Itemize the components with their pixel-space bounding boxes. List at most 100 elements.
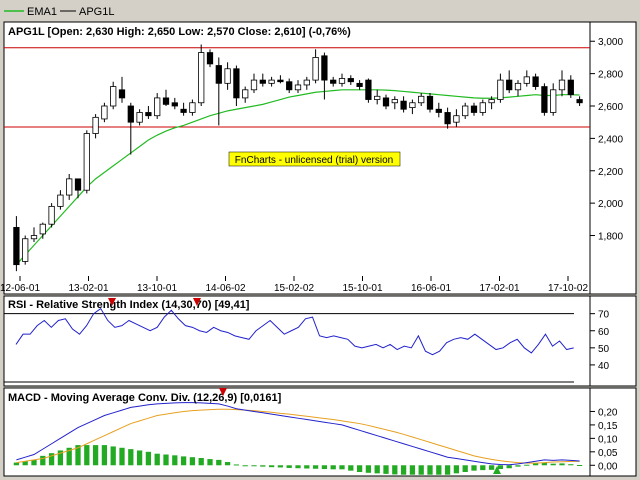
candle-body bbox=[453, 115, 460, 123]
candle-body bbox=[154, 97, 161, 117]
candle bbox=[233, 65, 240, 106]
candle bbox=[523, 70, 530, 87]
macd-histogram-bar bbox=[251, 465, 257, 467]
price-header: APG1L [Open: 2,630 High: 2,650 Low: 2,57… bbox=[8, 26, 351, 38]
date-x-tick-label: 15-02-02 bbox=[274, 283, 314, 294]
candle bbox=[567, 75, 574, 98]
candle-body bbox=[567, 79, 574, 96]
candle bbox=[321, 52, 328, 100]
macd-signal-line bbox=[16, 408, 580, 464]
macd-histogram-bar bbox=[436, 465, 442, 475]
candle bbox=[470, 102, 478, 116]
trial-watermark: FnCharts - unlicensed (trial) version bbox=[235, 155, 393, 166]
rsi-y-tick-label: 50 bbox=[598, 344, 610, 355]
candle bbox=[418, 93, 425, 106]
candle bbox=[550, 83, 557, 116]
macd-histogram-bar bbox=[374, 465, 380, 474]
macd-histogram-bar bbox=[524, 464, 530, 466]
macd-histogram-bar bbox=[189, 457, 196, 466]
candle bbox=[312, 49, 319, 84]
candle bbox=[286, 78, 293, 94]
rsi-series-line bbox=[15, 307, 574, 356]
candle bbox=[259, 73, 266, 87]
macd-histogram-bar bbox=[471, 465, 477, 471]
candle-body bbox=[171, 102, 178, 107]
candle bbox=[136, 109, 143, 126]
candle-body bbox=[66, 178, 73, 196]
candle-body bbox=[470, 105, 478, 113]
candle bbox=[497, 73, 504, 103]
macd-histogram-bar bbox=[242, 465, 248, 467]
macd-line bbox=[16, 402, 580, 466]
candle-body bbox=[22, 238, 29, 262]
macd-histogram-bar bbox=[365, 465, 372, 473]
price-reference-lines bbox=[4, 47, 590, 128]
candle-body bbox=[303, 79, 310, 86]
candle bbox=[154, 93, 161, 119]
candle-body bbox=[110, 86, 117, 107]
macd-histogram bbox=[13, 445, 583, 475]
trial-watermark-box bbox=[228, 151, 401, 167]
rsi-header: RSI - Relative Strength Index (14,30,70)… bbox=[8, 299, 250, 311]
candle bbox=[558, 70, 566, 97]
candle bbox=[92, 114, 99, 139]
macd-histogram-bar bbox=[145, 451, 152, 466]
candle-body bbox=[321, 55, 328, 81]
price-y-tick-label: 2,000 bbox=[598, 199, 623, 210]
rsi-line bbox=[15, 307, 574, 356]
candle-body bbox=[444, 112, 451, 125]
candle-body bbox=[347, 78, 354, 83]
macd-histogram-bar bbox=[22, 461, 28, 466]
candle-body bbox=[127, 105, 134, 123]
candle-body bbox=[83, 133, 90, 191]
candle bbox=[435, 102, 442, 118]
candle-body bbox=[435, 108, 442, 113]
candle-body bbox=[382, 97, 390, 107]
macd-histogram-bar bbox=[356, 465, 363, 472]
candle bbox=[83, 130, 90, 194]
macd-histogram-bar bbox=[40, 455, 46, 466]
macd-histogram-bar bbox=[462, 465, 468, 472]
rsi-y-tick-label: 60 bbox=[598, 327, 610, 338]
candle-body bbox=[277, 79, 284, 83]
macd-histogram-bar bbox=[48, 453, 55, 466]
candle-body bbox=[286, 81, 293, 91]
macd-panel bbox=[3, 387, 637, 477]
macd-histogram-bar bbox=[576, 465, 583, 467]
date-x-tick-label: 13-02-01 bbox=[68, 283, 108, 294]
date-x-tick-label: 12-06-01 bbox=[0, 283, 40, 294]
macd-histogram-bar bbox=[207, 459, 213, 466]
macd-histogram-bar bbox=[224, 462, 231, 466]
candle-body bbox=[101, 105, 108, 120]
macd-histogram-bar bbox=[110, 446, 116, 466]
candle-body bbox=[365, 79, 372, 100]
candle-body bbox=[57, 194, 64, 207]
candle-body bbox=[409, 102, 416, 109]
macd-histogram-bar bbox=[488, 465, 495, 470]
date-x-tick-label: 17-02-01 bbox=[479, 283, 519, 294]
candle-body bbox=[462, 105, 469, 117]
macd-histogram-bar bbox=[400, 465, 407, 475]
macd-histogram-bar bbox=[497, 465, 504, 470]
candle-body bbox=[224, 68, 231, 84]
candle-body bbox=[418, 95, 425, 104]
candle bbox=[30, 227, 38, 242]
price-y-tick-label: 2,200 bbox=[598, 167, 623, 178]
date-x-tick-label: 14-06-02 bbox=[205, 283, 245, 294]
macd-histogram-bar bbox=[75, 445, 81, 466]
candle bbox=[382, 94, 390, 110]
candle-body bbox=[118, 89, 126, 99]
candle bbox=[479, 99, 486, 116]
macd-y-tick-label: 0,00 bbox=[598, 461, 618, 472]
candle bbox=[250, 73, 258, 94]
date-x-tick-label: 15-10-01 bbox=[342, 283, 382, 294]
candle-body bbox=[268, 79, 275, 84]
rsi-y-tick-label: 70 bbox=[598, 310, 610, 321]
candle bbox=[66, 174, 73, 200]
price-legend-label: APG1L bbox=[79, 6, 114, 18]
candle bbox=[532, 73, 539, 90]
date-x-tick-label: 16-06-01 bbox=[411, 283, 451, 294]
macd-histogram-bar bbox=[233, 464, 240, 466]
candle bbox=[391, 96, 398, 110]
candle-body bbox=[558, 79, 566, 91]
